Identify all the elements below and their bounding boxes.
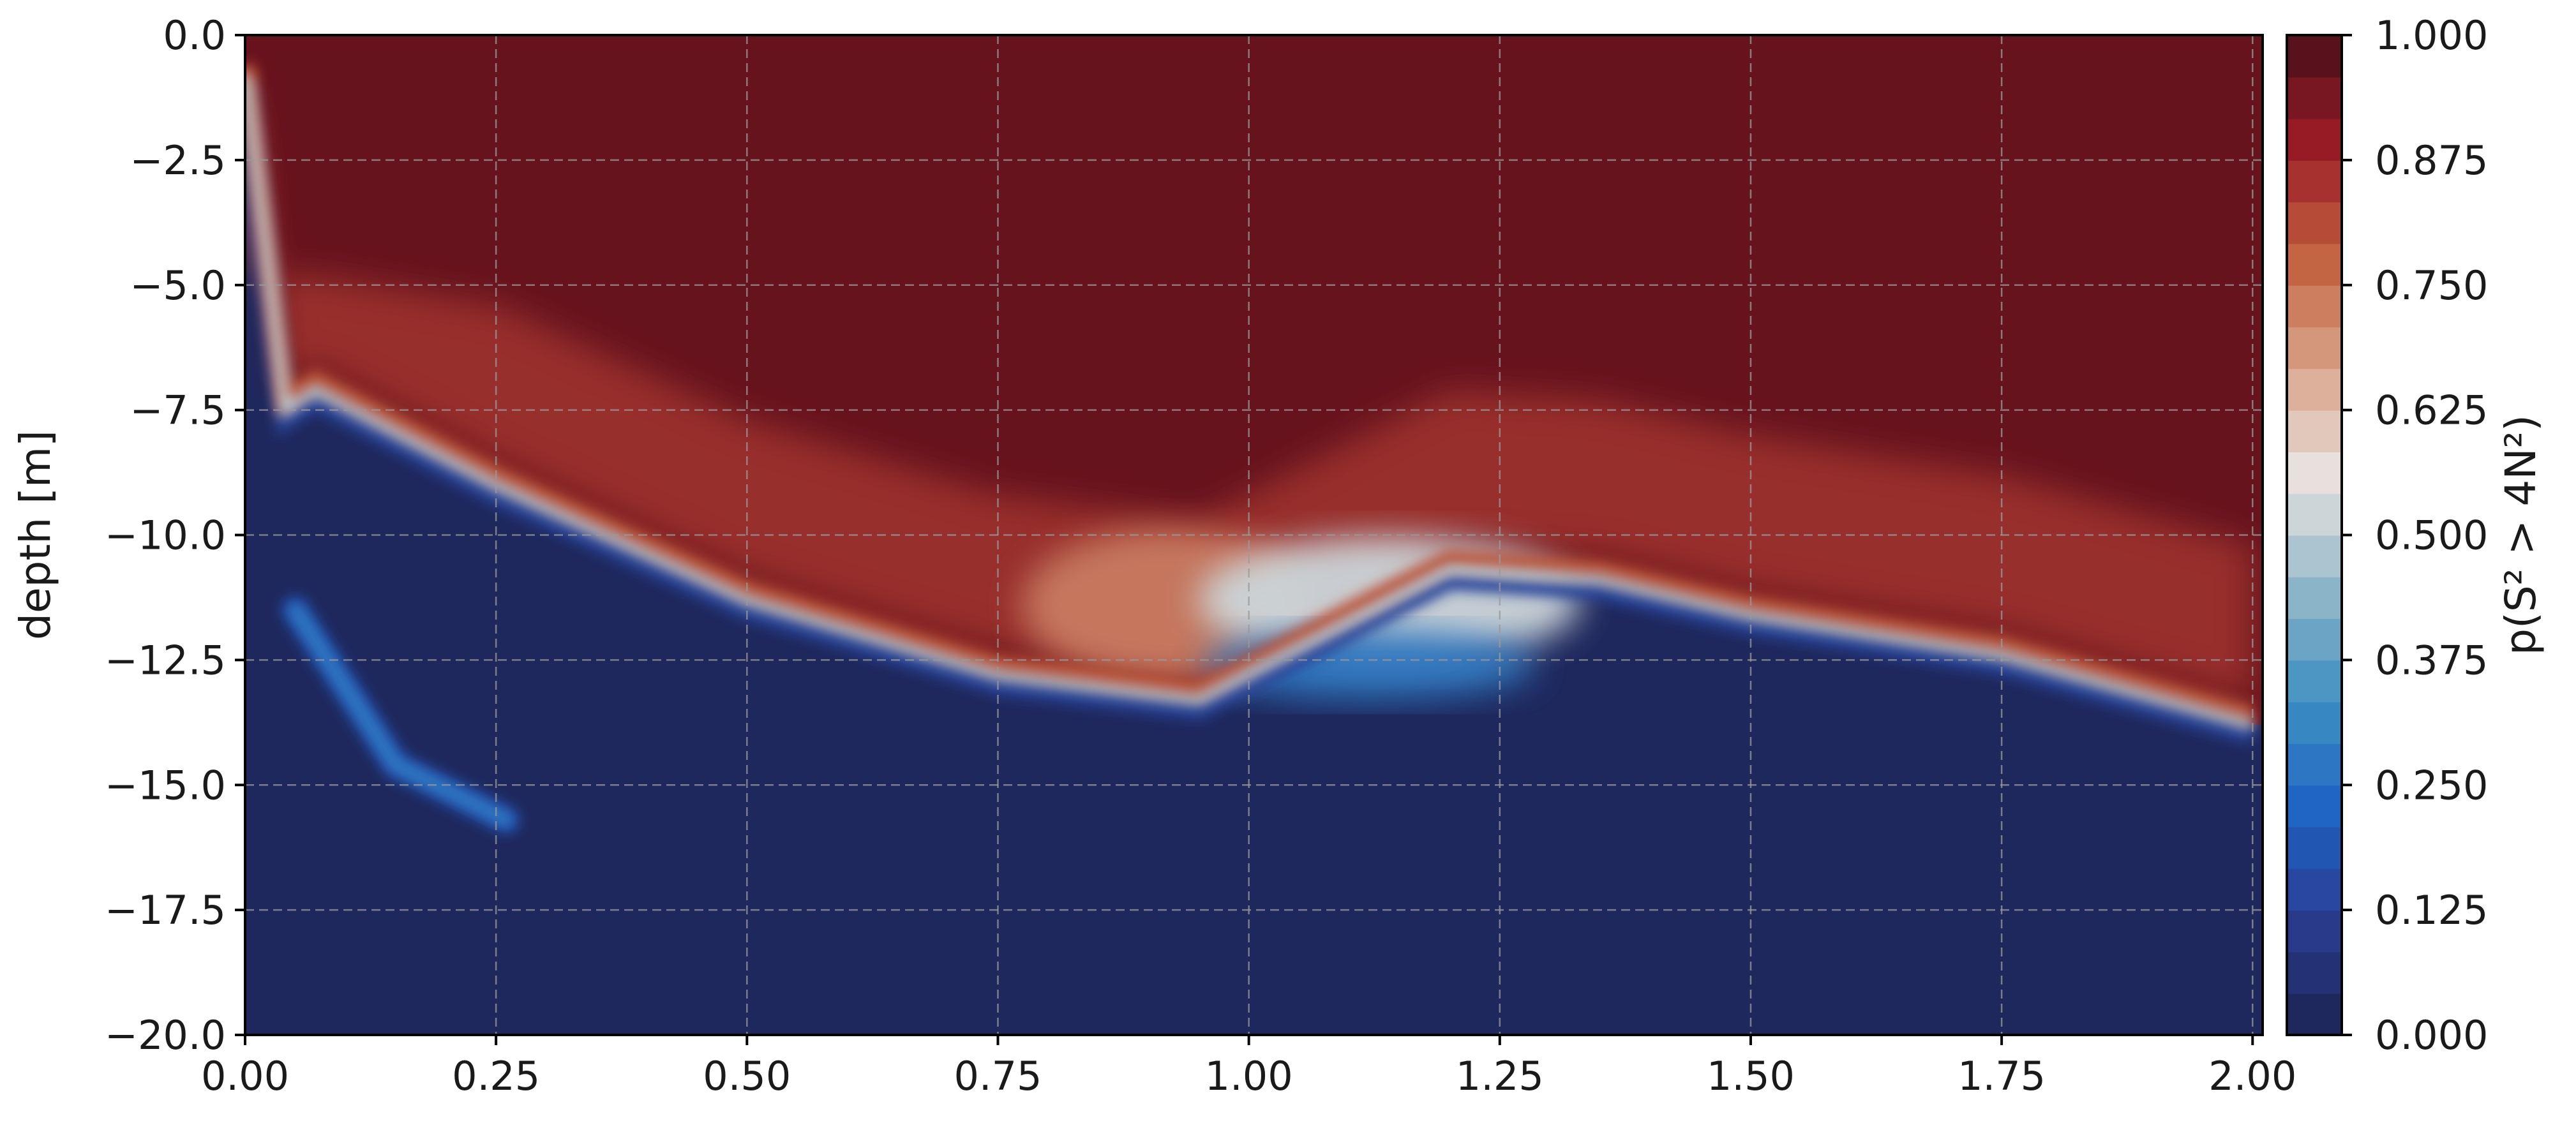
- colorbar-level: [2287, 118, 2342, 161]
- x-axis: 0.00 0.25 0.50 0.75 1.00 1.25 1.50 1.75 2.00: [201, 1035, 2296, 1099]
- colorbar-level: [2287, 535, 2342, 577]
- colorbar-level: [2287, 618, 2342, 661]
- colorbar-level: [2287, 368, 2342, 411]
- colorbar-tick-label: 0.500: [2375, 512, 2489, 559]
- field-lower-region: [245, 75, 2263, 1035]
- colorbar-tick-label: 0.125: [2375, 887, 2489, 933]
- y-tick-label: −10.0: [105, 512, 226, 559]
- colorbar-level: [2287, 993, 2342, 1036]
- colorbar-level: [2287, 160, 2342, 203]
- colorbar-level: [2287, 868, 2342, 911]
- colorbar-level: [2287, 243, 2342, 286]
- colorbar-tick-label: 0.625: [2375, 387, 2489, 434]
- x-tick-label: 0.50: [703, 1053, 791, 1099]
- colorbar-level: [2287, 576, 2342, 620]
- colorbar-level: [2287, 743, 2342, 786]
- colorbar-level: [2287, 826, 2342, 869]
- colorbar-level: [2287, 285, 2342, 328]
- x-tick-label: 0.75: [954, 1053, 1042, 1099]
- y-tick-label: −15.0: [105, 762, 226, 808]
- interface-red-edge: [245, 63, 2256, 724]
- y-tick-label: −20.0: [105, 1012, 226, 1059]
- colorbar-level: [2287, 910, 2342, 953]
- secondary-plume-core: [291, 606, 510, 824]
- y-axis-label: depth [m]: [11, 430, 60, 640]
- colorbar-tick-label: 0.375: [2375, 637, 2489, 683]
- colorbar-level: [2287, 327, 2342, 369]
- colorbar-level: [2287, 451, 2342, 494]
- x-tick-label: 1.00: [1205, 1053, 1293, 1099]
- x-tick-label: 1.75: [1958, 1053, 2046, 1099]
- x-tick-label: 0.00: [201, 1053, 289, 1099]
- y-tick-label: −2.5: [130, 137, 226, 184]
- x-tick-label: 1.50: [1707, 1053, 1795, 1099]
- colorbar-level: [2287, 410, 2342, 452]
- colorbar-level: [2287, 951, 2342, 994]
- colorbar-level: [2287, 785, 2342, 828]
- colorbar-label: p(S² > 4N²): [2496, 415, 2545, 655]
- y-tick-label: −5.0: [130, 262, 226, 309]
- y-tick-label: −17.5: [105, 887, 226, 933]
- x-tick-label: 2.00: [2208, 1053, 2296, 1099]
- x-tick-label: 0.25: [452, 1053, 540, 1099]
- y-tick-label: 0.0: [163, 12, 226, 59]
- colorbar-tick-label: 0.000: [2375, 1012, 2489, 1059]
- heatmap-field: [245, 35, 2263, 1035]
- colorbar-level: [2287, 701, 2342, 744]
- colorbar-tick-label: 0.875: [2375, 137, 2489, 184]
- colorbar-tick-label: 0.750: [2375, 262, 2489, 309]
- colorbar: 0.000 0.125 0.250 0.375 0.500 0.625 0.750 0.875…: [2286, 12, 2489, 1059]
- colorbar-level: [2287, 660, 2342, 703]
- heatmap-plot-area: [244, 34, 2264, 1036]
- y-tick-label: −7.5: [130, 387, 226, 434]
- colorbar-level: [2287, 35, 2342, 78]
- interface-blue-edge: [245, 84, 2256, 745]
- y-axis: 0.0 −2.5 −5.0 −7.5 −10.0 −12.5 −15.0 −17.5 −20.0: [105, 12, 245, 1059]
- field-mid-band: [245, 50, 2253, 701]
- colorbar-level: [2287, 77, 2342, 119]
- colorbar-tick-label: 1.000: [2375, 12, 2489, 59]
- x-tick-label: 1.25: [1456, 1053, 1544, 1099]
- interface-core: [245, 74, 2254, 730]
- colorbar-tick-label: 0.250: [2375, 762, 2489, 808]
- colorbar-level: [2287, 493, 2342, 536]
- y-tick-label: −12.5: [105, 637, 226, 683]
- colorbar-level: [2287, 202, 2342, 244]
